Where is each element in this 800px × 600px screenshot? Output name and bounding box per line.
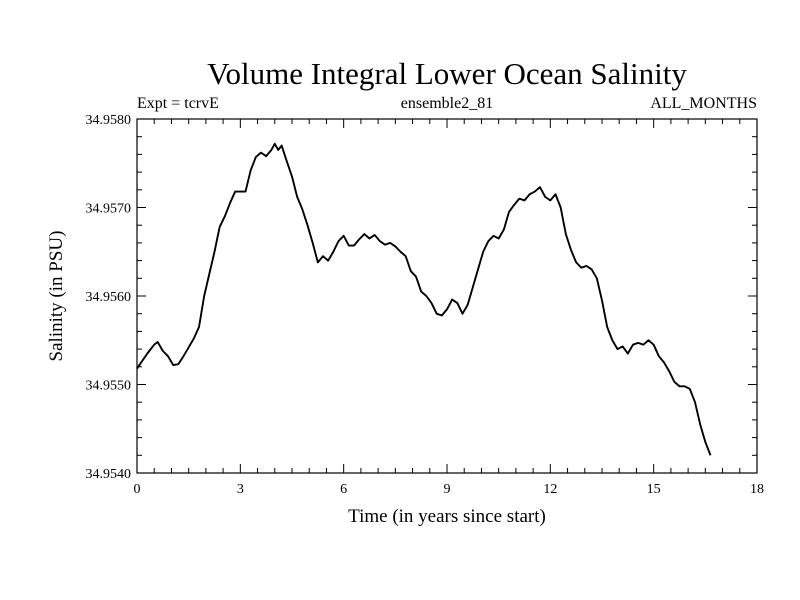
subtitle-experiment: Expt = tcrvE xyxy=(137,95,219,112)
subtitle-months: ALL_MONTHS xyxy=(650,95,757,112)
x-tick-label: 18 xyxy=(750,482,764,497)
x-tick-label: 6 xyxy=(340,482,347,497)
y-tick-label: 34.9570 xyxy=(86,202,132,217)
x-axis-label: Time (in years since start) xyxy=(348,506,546,527)
plot-frame xyxy=(136,118,758,474)
x-tick-label: 12 xyxy=(543,482,557,497)
x-tick-label: 3 xyxy=(237,482,244,497)
axis-ticks xyxy=(136,118,758,474)
y-tick-label: 34.9560 xyxy=(86,290,132,305)
y-axis-label: Salinity (in PSU) xyxy=(46,231,67,362)
x-tick-label: 15 xyxy=(647,482,661,497)
x-tick-label: 9 xyxy=(444,482,451,497)
y-tick-label: 34.9580 xyxy=(86,113,132,128)
chart-title: Volume Integral Lower Ocean Salinity xyxy=(207,56,687,91)
y-tick-label: 34.9550 xyxy=(86,379,132,394)
x-tick-label: 0 xyxy=(134,482,141,497)
salinity-series-line xyxy=(136,142,712,456)
subtitle-ensemble: ensemble2_81 xyxy=(401,95,493,112)
y-tick-label: 34.9540 xyxy=(86,467,132,482)
axis-tick-labels: 0 3 6 9 12 15 18 34.9540 34.9550 34.9560 34.9570 34… xyxy=(86,113,765,497)
